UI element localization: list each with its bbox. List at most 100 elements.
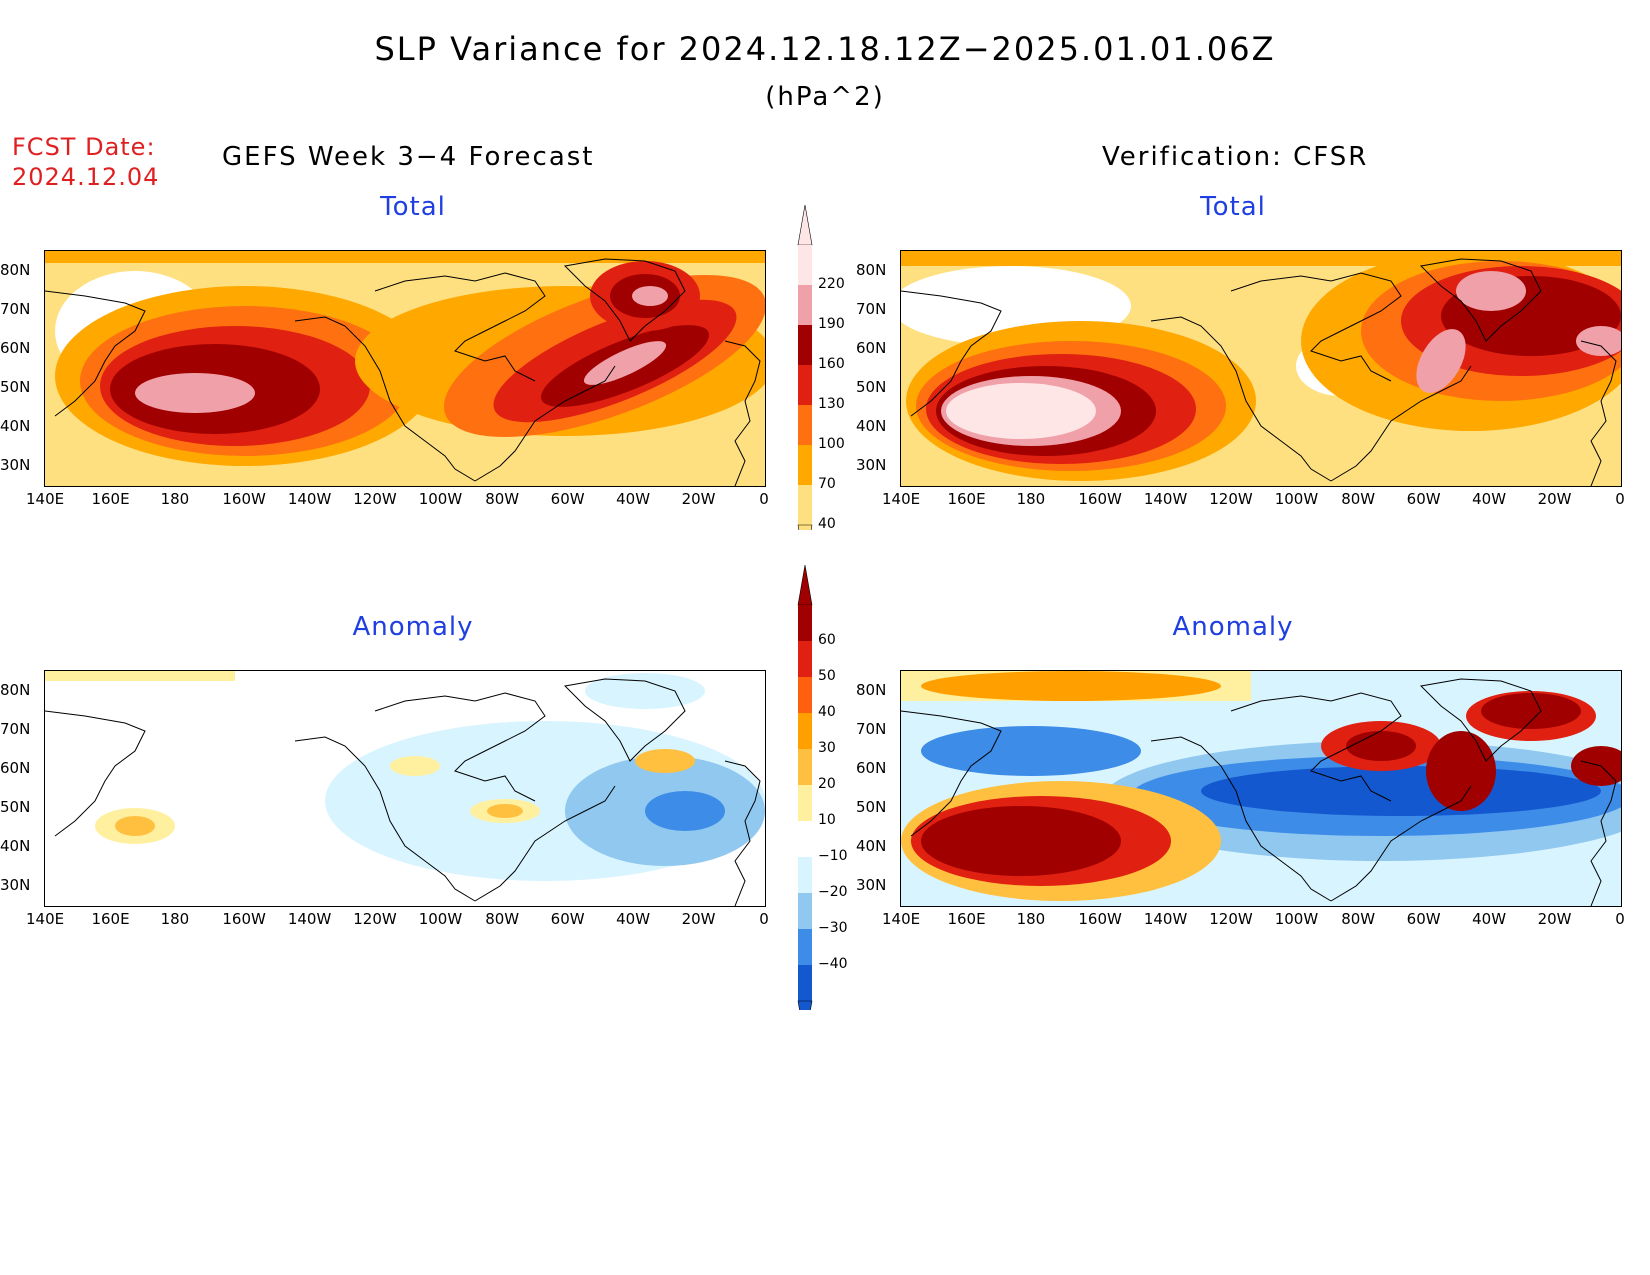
coastline bbox=[901, 678, 1617, 906]
lon-tick-label: 160E bbox=[91, 490, 130, 508]
colorbar-top-arrow bbox=[797, 205, 813, 246]
colorbar-segment bbox=[798, 713, 812, 749]
colorbar-segment bbox=[798, 893, 812, 929]
colorbar-level-label: 220 bbox=[818, 276, 845, 292]
cfsr-total-title: Total bbox=[1200, 192, 1266, 222]
lat-tick-label: 80N bbox=[0, 681, 31, 699]
lat-tick-label: 50N bbox=[856, 798, 887, 816]
gefs-total-map bbox=[44, 250, 766, 487]
colorbar-top-arrow bbox=[797, 565, 813, 606]
lat-tick-label: 50N bbox=[0, 798, 31, 816]
lat-tick-label: 60N bbox=[856, 339, 887, 357]
anomaly-pos60 bbox=[1426, 731, 1496, 811]
lon-tick-label: 160E bbox=[91, 910, 130, 928]
lon-tick-label: 180 bbox=[160, 490, 190, 508]
lon-tick-label: 180 bbox=[1016, 490, 1046, 508]
lon-tick-label: 160E bbox=[947, 490, 986, 508]
anomaly-pos60 bbox=[1346, 731, 1416, 761]
colorbar-bottom-arrow bbox=[797, 524, 813, 530]
anomaly-pos20 bbox=[487, 804, 523, 818]
colorbar-level-label: 10 bbox=[818, 812, 836, 828]
lon-tick-label: 140W bbox=[287, 910, 332, 928]
coastline bbox=[901, 258, 1617, 486]
lon-tick-label: 160W bbox=[1078, 490, 1122, 508]
lon-tick-label: 40W bbox=[1472, 910, 1507, 928]
colorbar-level-label: −40 bbox=[818, 956, 848, 972]
colorbar-segment bbox=[798, 929, 812, 965]
contour-220 bbox=[946, 383, 1096, 439]
lon-tick-label: 40W bbox=[616, 490, 651, 508]
contour-70-band bbox=[45, 251, 765, 263]
lon-tick-label: 80W bbox=[485, 490, 520, 508]
colorbar-segment bbox=[798, 965, 812, 1001]
lat-tick-label: 70N bbox=[0, 720, 31, 738]
lon-tick-label: 120W bbox=[1209, 490, 1253, 508]
lon-tick-label: 140E bbox=[882, 910, 921, 928]
colorbar-segment bbox=[798, 785, 812, 821]
contour-190 bbox=[1416, 329, 1466, 393]
gefs-total-title: Total bbox=[380, 192, 446, 222]
colorbar-level-label: 30 bbox=[818, 740, 836, 756]
lat-tick-label: 30N bbox=[856, 456, 887, 474]
fcst-date-value: 2024.12.04 bbox=[12, 163, 160, 191]
lon-tick-label: 160W bbox=[222, 910, 266, 928]
colorbar-level-label: 20 bbox=[818, 776, 836, 792]
colorbar-segment bbox=[798, 749, 812, 785]
contour-190 bbox=[1576, 326, 1621, 356]
lon-tick-label: 120W bbox=[353, 490, 397, 508]
anomaly-neg30 bbox=[921, 726, 1141, 776]
colorbar-level-label: 100 bbox=[818, 436, 845, 452]
lon-tick-label: 0 bbox=[1615, 910, 1625, 928]
anomaly-colorbar bbox=[797, 565, 813, 1010]
colorbar-segment bbox=[798, 365, 812, 405]
colorbar-level-label: −20 bbox=[818, 884, 848, 900]
lon-tick-label: 0 bbox=[759, 490, 769, 508]
lat-tick-label: 60N bbox=[856, 759, 887, 777]
lat-tick-label: 40N bbox=[0, 837, 31, 855]
lat-tick-label: 30N bbox=[0, 456, 31, 474]
anomaly-pos10 bbox=[390, 756, 440, 776]
anomaly-neg40 bbox=[1201, 766, 1601, 816]
lon-tick-label: 160W bbox=[1078, 910, 1122, 928]
anomaly-pos20 bbox=[635, 749, 695, 773]
lat-tick-label: 80N bbox=[856, 261, 887, 279]
lon-tick-label: 120W bbox=[353, 910, 397, 928]
anomaly-pos60 bbox=[1571, 746, 1621, 786]
anomaly-pos60 bbox=[1481, 693, 1581, 729]
gefs-column-title: GEFS Week 3−4 Forecast bbox=[222, 142, 595, 172]
lon-tick-label: 140E bbox=[882, 490, 921, 508]
lat-tick-label: 30N bbox=[856, 876, 887, 894]
lat-tick-label: 50N bbox=[0, 378, 31, 396]
colorbar-level-label: 190 bbox=[818, 316, 845, 332]
contour-190 bbox=[1456, 271, 1526, 311]
contour-190 bbox=[632, 286, 668, 306]
colorbar-level-label: 70 bbox=[818, 476, 836, 492]
lat-tick-label: 70N bbox=[856, 720, 887, 738]
lon-tick-label: 180 bbox=[160, 910, 190, 928]
colorbar-segment bbox=[798, 641, 812, 677]
anomaly-pos10-band bbox=[45, 671, 235, 681]
colorbar-segment bbox=[798, 285, 812, 325]
colorbar-level-label: 160 bbox=[818, 356, 845, 372]
cfsr-anomaly-title: Anomaly bbox=[1172, 612, 1294, 642]
colorbar-segment bbox=[798, 485, 812, 525]
lon-tick-label: 100W bbox=[1274, 490, 1319, 508]
cfsr-anomaly-map bbox=[900, 670, 1622, 907]
lon-tick-label: 20W bbox=[1537, 910, 1572, 928]
lon-tick-label: 60W bbox=[550, 490, 585, 508]
lon-tick-label: 160E bbox=[947, 910, 986, 928]
colorbar-level-label: −30 bbox=[818, 920, 848, 936]
coastline bbox=[45, 258, 761, 486]
colorbar-level-label: −10 bbox=[818, 848, 848, 864]
cfsr-total-map bbox=[900, 250, 1622, 487]
lon-tick-label: 160W bbox=[222, 490, 266, 508]
lat-tick-label: 50N bbox=[856, 378, 887, 396]
lon-tick-label: 20W bbox=[681, 490, 716, 508]
colorbar-bottom-arrow bbox=[797, 1000, 813, 1010]
colorbar-level-label: 130 bbox=[818, 396, 845, 412]
lon-tick-label: 140W bbox=[1143, 490, 1188, 508]
lon-tick-label: 20W bbox=[681, 910, 716, 928]
lon-tick-label: 100W bbox=[418, 910, 463, 928]
lon-tick-label: 0 bbox=[759, 910, 769, 928]
lat-tick-label: 60N bbox=[0, 759, 31, 777]
